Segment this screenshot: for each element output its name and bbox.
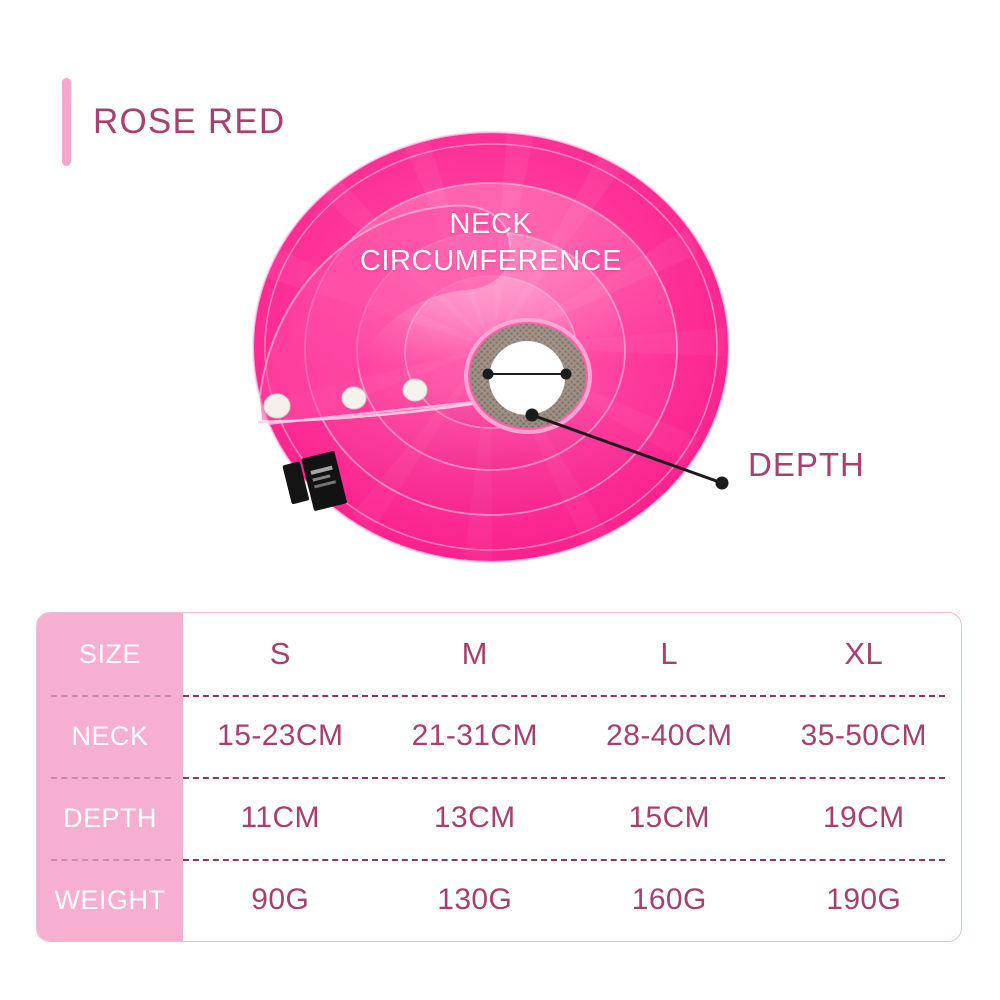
size-table-grid: SIZE S M L XL NECK 15-23CM 21-31CM 28-40… (37, 613, 961, 941)
table-row-neck: NECK 15-23CM 21-31CM 28-40CM 35-50CM (37, 695, 961, 777)
size-header-m: M (461, 636, 488, 671)
color-title-block: ROSE RED (62, 78, 285, 166)
weight-value-cells: 90G 130G 160G 190G (183, 859, 961, 941)
table-row-weight: WEIGHT 90G 130G 160G 190G (37, 859, 961, 941)
neck-value-s: 15-23CM (217, 719, 344, 752)
accent-bar (62, 78, 71, 166)
depth-value-s: 11CM (240, 801, 320, 834)
row-label-depth: DEPTH (62, 802, 157, 833)
neck-value-xl: 35-50CM (800, 719, 927, 752)
neck-value-l: 28-40CM (606, 719, 733, 752)
table-row-size: SIZE S M L XL (37, 613, 961, 695)
size-header-s: S (269, 636, 291, 671)
table-row-depth: DEPTH 11CM 13CM 15CM 19CM (37, 777, 961, 859)
size-header-xl: XL (844, 636, 884, 671)
weight-value-m: 130G (437, 883, 513, 916)
weight-value-xl: 190G (826, 883, 902, 916)
snap-buttons (263, 378, 428, 419)
color-name-label: ROSE RED (93, 102, 286, 141)
depth-value-l: 15CM (628, 801, 711, 834)
size-header-l: L (660, 636, 679, 671)
row-label-size: SIZE (78, 638, 141, 669)
neck-measure-line (482, 368, 572, 380)
weight-value-s: 90G (251, 883, 310, 916)
depth-leader-line (525, 408, 729, 490)
depth-value-m: 13CM (433, 801, 516, 834)
neck-value-cells: 15-23CM 21-31CM 28-40CM 35-50CM (183, 695, 961, 777)
brand-tag (282, 451, 347, 511)
size-table: SIZE S M L XL NECK 15-23CM 21-31CM 28-40… (36, 612, 962, 942)
size-header-cells: S M L XL (183, 613, 961, 695)
row-label-weight: WEIGHT (54, 884, 166, 915)
neck-value-m: 21-31CM (411, 719, 538, 752)
weight-value-l: 160G (631, 883, 707, 916)
neck-hole (464, 318, 592, 434)
product-illustration: NECK CIRCUMFERENCE (252, 128, 730, 566)
depth-value-cells: 11CM 13CM 15CM 19CM (183, 777, 961, 859)
depth-label: DEPTH (748, 446, 865, 483)
collar-graphic (252, 130, 730, 564)
depth-value-xl: 19CM (822, 801, 905, 834)
row-label-neck: NECK (71, 720, 149, 751)
